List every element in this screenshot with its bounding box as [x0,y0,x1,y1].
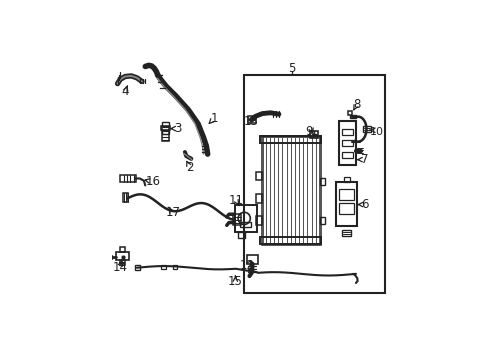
Text: 3: 3 [174,122,182,135]
Text: 6: 6 [360,198,368,211]
Text: 12: 12 [239,259,254,272]
Bar [319,217,324,224]
Bar [237,232,244,238]
Bar [255,194,261,203]
Bar [246,255,257,264]
Bar [363,126,370,132]
Text: 7: 7 [360,153,367,166]
Bar [319,179,324,185]
Bar [243,75,384,293]
Bar [161,265,165,269]
Bar [335,182,356,226]
Text: 10: 10 [369,127,383,137]
Text: 9: 9 [305,125,312,138]
Bar [162,122,169,126]
Bar [120,260,124,265]
Bar [260,136,321,143]
Bar [350,115,355,118]
Text: 1: 1 [210,112,218,125]
Text: 15: 15 [227,275,243,288]
Bar [342,230,350,236]
Bar [309,131,317,138]
Bar [255,172,261,180]
Bar [247,116,255,123]
Bar [162,130,169,134]
Bar [135,265,140,270]
Bar [339,121,355,165]
Bar [255,216,261,225]
Bar [347,111,351,115]
Bar [240,222,251,227]
Bar [342,140,352,146]
Bar [338,189,354,200]
Bar [260,237,321,244]
Text: 16: 16 [145,175,160,188]
Bar [342,129,352,135]
Bar [116,252,128,260]
Bar [173,265,177,269]
Bar [343,177,349,182]
Text: 17: 17 [166,206,181,219]
Text: 8: 8 [352,98,360,111]
Text: 4: 4 [122,85,129,98]
Text: 14: 14 [112,261,127,274]
Text: 5: 5 [288,62,295,75]
Bar [161,126,170,130]
Bar [120,175,135,182]
Bar [338,203,354,214]
Text: 11: 11 [228,194,243,207]
Bar [342,152,352,158]
Bar [234,205,257,232]
Bar [120,247,125,252]
Text: 2: 2 [185,161,193,174]
Bar [232,214,241,225]
Text: 13: 13 [243,115,258,128]
Bar [261,136,319,244]
Bar [123,193,128,202]
Bar [162,127,169,141]
